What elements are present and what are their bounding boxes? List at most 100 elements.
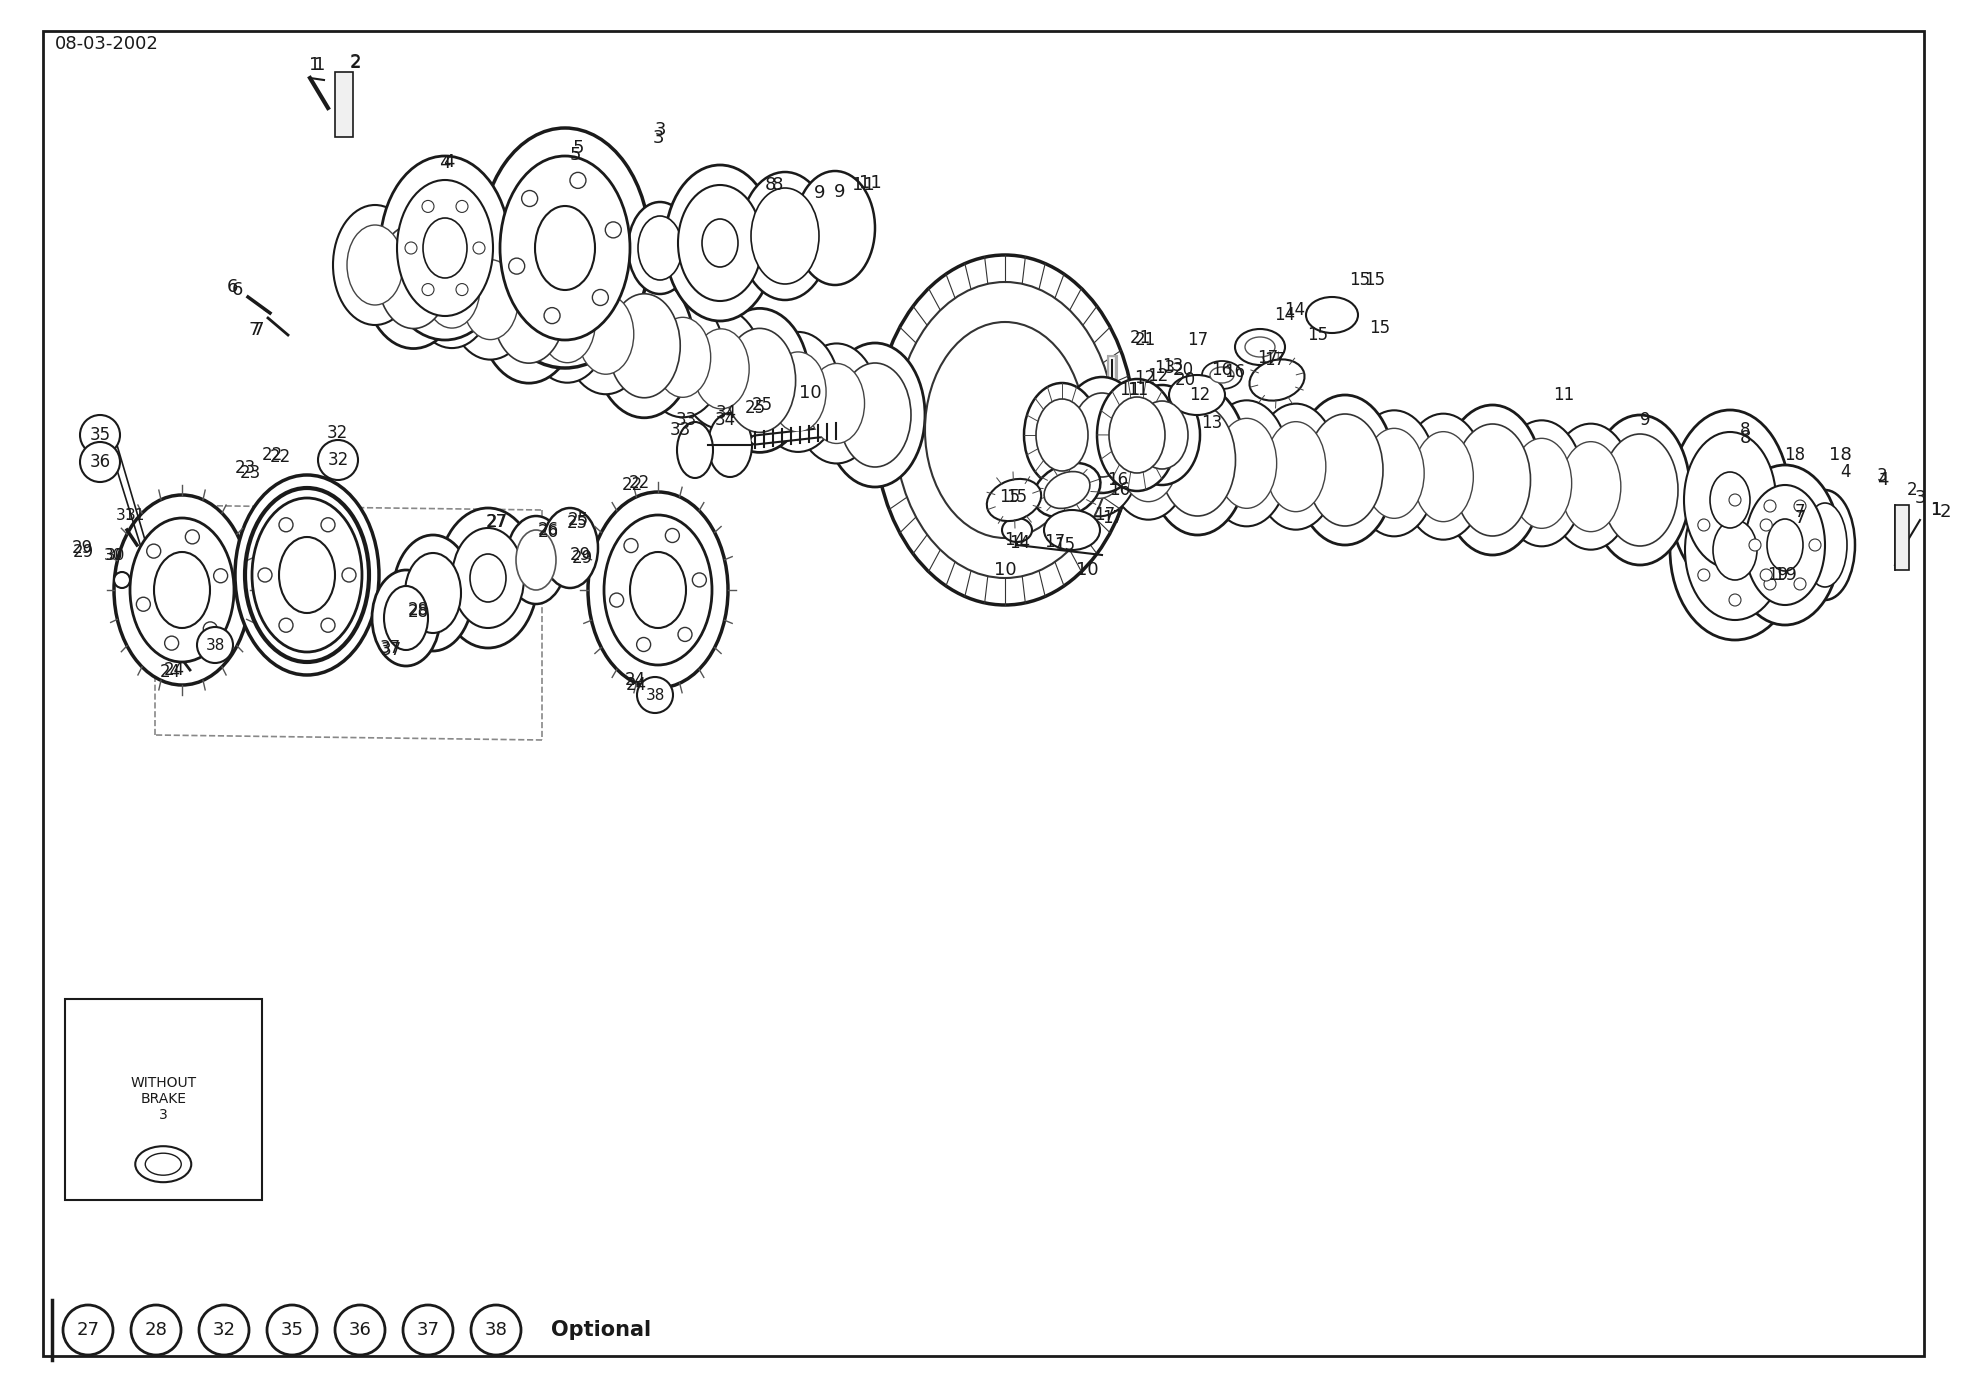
Ellipse shape	[1414, 431, 1473, 522]
Ellipse shape	[1044, 510, 1100, 551]
Ellipse shape	[378, 225, 450, 329]
Text: 35: 35	[89, 426, 110, 444]
Text: 24: 24	[626, 675, 647, 694]
Text: 1: 1	[309, 55, 321, 74]
Ellipse shape	[755, 331, 840, 452]
Text: 15: 15	[1369, 319, 1391, 337]
Ellipse shape	[679, 309, 763, 429]
Circle shape	[637, 677, 673, 713]
Text: 38: 38	[205, 638, 224, 652]
Ellipse shape	[1306, 297, 1357, 333]
Text: 16: 16	[1223, 363, 1245, 381]
Text: 30: 30	[106, 548, 124, 563]
Circle shape	[1764, 578, 1776, 589]
Ellipse shape	[679, 184, 761, 301]
Ellipse shape	[423, 218, 466, 277]
Ellipse shape	[470, 553, 506, 602]
Circle shape	[592, 290, 608, 305]
Ellipse shape	[452, 528, 523, 628]
Ellipse shape	[515, 530, 557, 589]
Ellipse shape	[740, 172, 830, 300]
Text: 25: 25	[744, 399, 765, 417]
Text: 3: 3	[655, 121, 665, 139]
Ellipse shape	[1766, 519, 1804, 571]
Circle shape	[679, 627, 692, 641]
Ellipse shape	[808, 363, 865, 444]
Circle shape	[665, 528, 679, 542]
Ellipse shape	[1202, 361, 1241, 388]
Circle shape	[509, 258, 525, 275]
Text: 21: 21	[1129, 329, 1151, 347]
Text: 14: 14	[1284, 301, 1306, 319]
Text: 9: 9	[834, 183, 846, 201]
Text: 24: 24	[624, 671, 645, 689]
Text: 17: 17	[1044, 533, 1066, 551]
Text: 29: 29	[568, 546, 590, 565]
Ellipse shape	[641, 297, 724, 417]
Text: 12: 12	[1147, 368, 1168, 386]
Text: 22: 22	[622, 476, 643, 494]
Ellipse shape	[506, 516, 566, 603]
Text: 38: 38	[484, 1320, 507, 1338]
Ellipse shape	[543, 508, 598, 588]
Text: 11: 11	[852, 176, 875, 194]
Circle shape	[545, 308, 561, 323]
Ellipse shape	[655, 318, 710, 397]
Text: 29: 29	[71, 540, 92, 558]
Text: 17: 17	[1257, 350, 1279, 368]
Text: 15: 15	[1365, 270, 1385, 288]
Ellipse shape	[629, 552, 686, 628]
Ellipse shape	[1294, 395, 1395, 545]
Ellipse shape	[1601, 434, 1678, 546]
Text: 24: 24	[159, 663, 181, 681]
Ellipse shape	[1070, 408, 1129, 498]
Bar	[65, 999, 262, 1200]
Text: Optional: Optional	[551, 1320, 651, 1340]
Text: 19: 19	[1774, 566, 1796, 584]
Circle shape	[423, 201, 435, 212]
Ellipse shape	[364, 204, 464, 348]
Ellipse shape	[1168, 374, 1225, 415]
Text: 17: 17	[1094, 506, 1115, 524]
Circle shape	[258, 569, 271, 583]
Text: 10: 10	[799, 384, 822, 402]
Ellipse shape	[1684, 431, 1776, 569]
Ellipse shape	[1709, 472, 1751, 528]
Ellipse shape	[448, 240, 533, 359]
Text: 11: 11	[1127, 381, 1149, 399]
Text: 37: 37	[380, 639, 401, 657]
Text: 35: 35	[281, 1320, 303, 1338]
Ellipse shape	[637, 216, 683, 280]
Circle shape	[136, 598, 149, 612]
Ellipse shape	[604, 515, 712, 664]
Text: 8: 8	[771, 176, 783, 194]
Ellipse shape	[1245, 337, 1275, 356]
Circle shape	[319, 440, 358, 480]
Ellipse shape	[1011, 394, 1088, 506]
Text: 30: 30	[104, 548, 122, 563]
Ellipse shape	[1235, 329, 1284, 365]
Text: 22: 22	[262, 447, 283, 465]
Circle shape	[470, 1305, 521, 1355]
Text: 8: 8	[1739, 429, 1751, 447]
Ellipse shape	[462, 259, 519, 340]
Ellipse shape	[1713, 520, 1757, 580]
Ellipse shape	[1670, 460, 1800, 639]
Ellipse shape	[1159, 404, 1235, 516]
Text: 7: 7	[252, 320, 264, 338]
Text: 15: 15	[1349, 270, 1371, 288]
Circle shape	[81, 442, 120, 483]
Ellipse shape	[677, 422, 712, 479]
Text: 17: 17	[1102, 509, 1123, 527]
Circle shape	[1794, 578, 1806, 589]
Circle shape	[203, 621, 216, 635]
Circle shape	[165, 637, 179, 651]
Text: 27: 27	[486, 513, 507, 531]
Ellipse shape	[840, 363, 911, 467]
Text: 31: 31	[126, 508, 146, 523]
Text: 33: 33	[675, 411, 696, 429]
Text: 28: 28	[407, 603, 429, 621]
Ellipse shape	[824, 343, 924, 487]
Ellipse shape	[146, 1153, 181, 1175]
Ellipse shape	[1306, 413, 1383, 526]
